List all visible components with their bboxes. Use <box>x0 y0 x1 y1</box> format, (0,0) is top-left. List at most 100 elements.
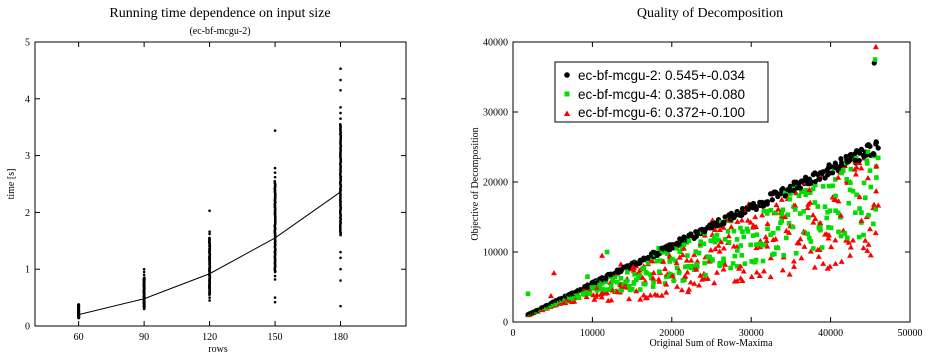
point-mcgu-4 <box>571 295 577 301</box>
point-mcgu-6 <box>725 233 732 239</box>
point-mcgu-6 <box>656 278 663 284</box>
point-mcgu-6 <box>654 292 661 298</box>
point-mcgu-6 <box>598 294 605 300</box>
point-mcgu-4 <box>759 242 765 248</box>
point-mcgu-4 <box>725 229 731 234</box>
point-mcgu-6 <box>711 280 718 286</box>
point-mcgu-6 <box>804 204 811 211</box>
time-point <box>273 175 277 179</box>
point-mcgu-4 <box>636 275 642 281</box>
point-mcgu-6 <box>767 255 774 261</box>
point-mcgu-4 <box>782 190 788 196</box>
point-mcgu-6 <box>716 226 723 232</box>
point-mcgu-6 <box>716 248 723 254</box>
point-mcgu-4 <box>641 266 647 271</box>
point-mcgu-4 <box>787 197 792 202</box>
point-mcgu-6 <box>696 282 703 288</box>
point-mcgu-6 <box>753 223 760 229</box>
point-mcgu-4 <box>761 208 767 214</box>
point-mcgu-6 <box>738 217 745 223</box>
point-mcgu-6 <box>872 43 879 50</box>
time-point <box>273 278 277 281</box>
point-mcgu-6 <box>722 261 729 267</box>
legend-marker-triangle <box>563 110 571 116</box>
time-point <box>208 209 211 212</box>
point-mcgu-6 <box>807 248 814 254</box>
point-mcgu-4 <box>754 242 759 247</box>
point-mcgu-6 <box>678 287 685 293</box>
y-tick-label: 3 <box>25 151 30 162</box>
point-mcgu-6 <box>691 251 698 257</box>
point-mcgu-6 <box>680 245 687 251</box>
quality-axis-ticks: 0 10000 20000 30000 40000 50000 0 10000 20000 300… <box>483 38 923 340</box>
x-tick-label: 60 <box>74 332 84 343</box>
x-tick-label: 30000 <box>739 328 764 339</box>
point-mcgu-6 <box>812 215 819 221</box>
point-mcgu-4 <box>812 182 818 188</box>
point-mcgu-6 <box>639 274 646 280</box>
point-mcgu-4 <box>772 251 777 257</box>
point-mcgu-6 <box>713 269 720 275</box>
point-mcgu-4 <box>734 264 740 269</box>
point-mcgu-6 <box>691 280 698 286</box>
time-point <box>339 256 342 260</box>
time-point <box>273 129 277 132</box>
point-mcgu-4 <box>856 234 862 240</box>
point-mcgu-2 <box>769 197 775 203</box>
point-mcgu-6 <box>798 255 805 261</box>
x-tick-label: 0 <box>511 328 516 339</box>
point-mcgu-2 <box>875 145 881 151</box>
point-mcgu-6 <box>682 273 689 279</box>
point-mcgu-6 <box>684 269 691 275</box>
point-mcgu-6 <box>728 223 735 230</box>
point-mcgu-4 <box>868 184 874 190</box>
point-mcgu-4 <box>836 229 841 235</box>
point-mcgu-6 <box>720 266 727 272</box>
point-mcgu-4 <box>785 212 791 218</box>
point-mcgu-6 <box>864 175 871 181</box>
point-mcgu-4 <box>590 285 596 291</box>
point-mcgu-4 <box>841 168 846 173</box>
point-mcgu-6 <box>858 217 865 223</box>
point-mcgu-4 <box>750 233 756 238</box>
time-point <box>142 307 146 311</box>
point-mcgu-6 <box>791 263 798 269</box>
time-point <box>339 267 342 271</box>
point-mcgu-4 <box>830 183 835 189</box>
point-mcgu-6 <box>856 193 863 200</box>
point-mcgu-4 <box>807 190 813 195</box>
point-mcgu-4 <box>744 226 750 232</box>
point-mcgu-4 <box>805 215 811 220</box>
point-mcgu-4 <box>754 232 760 237</box>
point-mcgu-4 <box>686 238 692 244</box>
point-mcgu-6 <box>838 258 845 264</box>
time-point <box>339 106 342 109</box>
point-mcgu-6 <box>737 263 744 269</box>
point-mcgu-4 <box>676 270 682 275</box>
y-tick-label: 20000 <box>483 178 508 189</box>
point-mcgu-4 <box>663 274 669 279</box>
point-mcgu-6 <box>688 257 695 263</box>
point-mcgu-4 <box>867 168 873 173</box>
point-mcgu-4 <box>702 260 707 266</box>
point-mcgu-6 <box>763 237 770 243</box>
time-point <box>273 300 277 304</box>
point-mcgu-4 <box>685 263 691 269</box>
point-mcgu-4 <box>866 212 871 218</box>
point-mcgu-2 <box>871 151 877 157</box>
point-mcgu-4 <box>824 215 830 221</box>
point-mcgu-4 <box>781 252 786 258</box>
point-mcgu-6 <box>744 217 751 223</box>
point-mcgu-2 <box>693 233 699 240</box>
point-mcgu-4 <box>799 189 804 195</box>
point-mcgu-4 <box>603 279 609 285</box>
point-mcgu-4 <box>779 211 785 217</box>
legend-marker-circle <box>564 72 570 78</box>
y-tick-label: 0 <box>503 318 508 329</box>
point-mcgu-4 <box>701 241 707 247</box>
point-mcgu-2 <box>731 215 737 221</box>
point-mcgu-6 <box>715 242 722 248</box>
point-mcgu-4 <box>710 257 715 262</box>
point-mcgu-6 <box>847 252 854 258</box>
point-mcgu-4 <box>871 221 876 227</box>
